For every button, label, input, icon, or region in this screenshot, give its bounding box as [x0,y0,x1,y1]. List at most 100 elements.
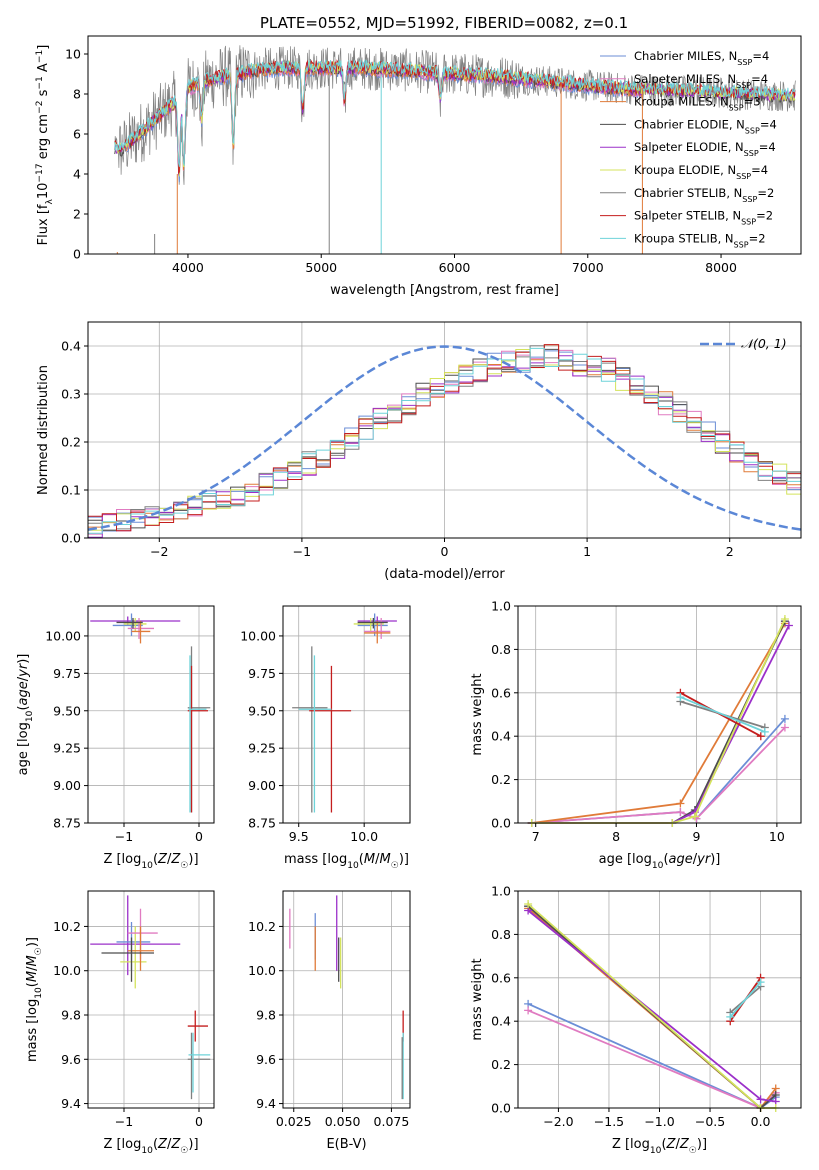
legend-label-kroupa-stelib: Kroupa STELIB, NSSP=2 [634,231,766,249]
y-tick-label: 0.4 [61,339,81,354]
spectrum-frame [87,35,802,255]
y-tick-label: 0.6 [491,685,511,700]
x-tick-label: 1 [583,544,591,559]
salpeter-elodie-weight-line [531,625,790,824]
mass-vs-ebv-x-label: E(B-V) [326,1137,366,1152]
salpeter-miles-weight-marker [524,1006,533,1015]
x-tick-label: 6000 [439,260,471,275]
mass_vs_Z-frame [87,890,215,1109]
kroupa-miles-weight-line [531,622,786,824]
kroupa-stelib-weight-marker [756,978,765,987]
x-tick-label: 8000 [705,260,737,275]
x-tick-label: 9.5 [289,829,309,844]
y-tick-label: 9.6 [61,1052,81,1067]
x-tick-label: 0.075 [374,1114,410,1129]
legend-label-kroupa-elodie: Kroupa ELODIE, NSSP=4 [634,163,768,181]
kroupa-stelib-weight-marker [726,1012,735,1021]
mass_vs_Z-ticks: −1 0 9.4 9.6 9.8 10.0 10.2 [53,890,215,1129]
x-tick-label: 2 [726,544,734,559]
legend-label-chabrier-miles: Chabrier MILES, NSSP=4 [634,49,769,67]
kroupa-stelib-weight-marker [676,693,685,702]
spectrum-plot [114,45,796,254]
legend-label-salpeter-elodie: Salpeter ELODIE, NSSP=4 [634,140,776,158]
mass-vs-z-y-label: mass [log10(M/M☉)] [25,937,44,1062]
age_vs_Z-plot [90,613,211,813]
y-tick-label: 8 [73,87,81,102]
kroupa-stelib-weight-line [680,696,766,733]
y-tick-label: 9.50 [248,703,276,718]
legend-label-chabrier-elodie: Chabrier ELODIE, NSSP=4 [634,117,777,135]
mass_vs_ebv-plot [289,895,404,1100]
residuals-ticks: −2 −1 0 1 2 0.0 0.1 0.2 0.3 0.4 [61,321,802,559]
massweight-vs-age-x-label: age [log10(age/yr)] [599,852,721,871]
kroupa-elodie-weight-marker [690,812,699,821]
figure-title: PLATE=0552, MJD=51992, FIBERID=0082, z=0… [260,14,628,32]
massweight_vs_Z-plot [524,900,780,1112]
salpeter-miles-weight-marker [780,723,789,732]
kroupa-miles-weight-marker [676,799,685,808]
spectrum-x-label: wavelength [Angstrom, rest frame] [330,283,559,298]
salpeter-stelib-histogram [88,344,801,532]
salpeter-stelib-model-line [114,59,796,174]
salpeter-miles-weight-marker [676,808,685,817]
x-tick-label: −1 [115,1114,133,1129]
y-tick-label: 0.4 [491,1014,511,1029]
residuals-x-label: (data-model)/error [384,567,505,582]
legend-label-kroupa-miles: Kroupa MILES, NSSP=3 [634,95,761,113]
normal-curve-line [88,345,801,531]
chabrier-miles-histogram [88,350,801,532]
y-tick-label: 9.6 [256,1052,276,1067]
mass_vs_ebv-ticks: 0.025 0.050 0.075 9.4 9.6 9.8 10.0 10.2 [248,890,411,1129]
legend-label-salpeter-stelib: Salpeter STELIB, NSSP=2 [634,209,773,227]
legend-label-salpeter-miles: Salpeter MILES, NSSP=4 [634,72,768,90]
y-tick-label: 9.8 [61,1008,81,1023]
y-tick-label: 0.8 [491,642,511,657]
x-tick-label: 8 [612,829,620,844]
y-tick-label: 10.2 [53,919,81,934]
x-tick-label: 10.0 [350,829,378,844]
y-tick-label: 0.0 [491,1101,511,1116]
y-tick-label: 10.0 [53,963,81,978]
kroupa-elodie-histogram [88,349,801,531]
x-tick-label: −2 [150,544,168,559]
y-tick-label: 9.8 [256,1008,276,1023]
massweight_vs_age-ticks: 7 8 9 10 0.0 0.2 0.4 0.6 0.8 1.0 [491,599,802,844]
y-tick-label: 0.8 [491,927,511,942]
x-tick-label: 0.050 [325,1114,361,1129]
x-tick-label: 0.025 [276,1114,312,1129]
salpeter-stelib-weight-marker [756,732,765,741]
salpeter-miles-weight-line [531,726,786,824]
x-tick-label: −1 [115,829,133,844]
y-tick-label: 8.75 [53,816,81,831]
legend-label-normal: 𝒩(0, 1) [741,336,787,351]
y-tick-label: 0.0 [61,531,81,546]
massweight_vs_age-axes [518,605,801,824]
y-tick-label: 10 [65,47,81,62]
massweight_vs_age-plot [527,615,793,827]
mass_vs_Z-axes [88,891,214,1108]
x-tick-label: −0.5 [695,1114,725,1129]
y-tick-label: 0.2 [61,435,81,450]
age_vs_mass-frame [282,605,411,824]
y-tick-label: 0.4 [491,729,511,744]
x-tick-label: 7000 [572,260,604,275]
y-tick-label: 9.50 [53,703,81,718]
y-tick-label: 9.25 [53,741,81,756]
x-tick-label: 5000 [305,260,337,275]
age-vs-z-x-label: Z [log10(Z/Z☉)] [103,852,198,871]
age_vs_mass-axes [283,606,410,824]
massweight_vs_Z-y-label: mass weight [470,958,485,1040]
y-tick-label: 1.0 [491,884,511,899]
y-tick-label: 4 [73,167,81,182]
y-tick-label: 9.25 [248,741,276,756]
chabrier-miles-weight-marker [780,714,789,723]
x-tick-label: −1.0 [644,1114,674,1129]
massweight-vs-z-x-label: Z [log10(Z/Z☉)] [612,1137,707,1156]
mass_vs_ebv-frame [282,890,411,1109]
x-tick-label: 9 [693,829,701,844]
kroupa-stelib-histogram [88,347,801,534]
spectrum-ticks: 4000 5000 6000 7000 8000 0 2 4 6 8 10 [65,35,802,275]
x-tick-label: −1.5 [594,1114,624,1129]
